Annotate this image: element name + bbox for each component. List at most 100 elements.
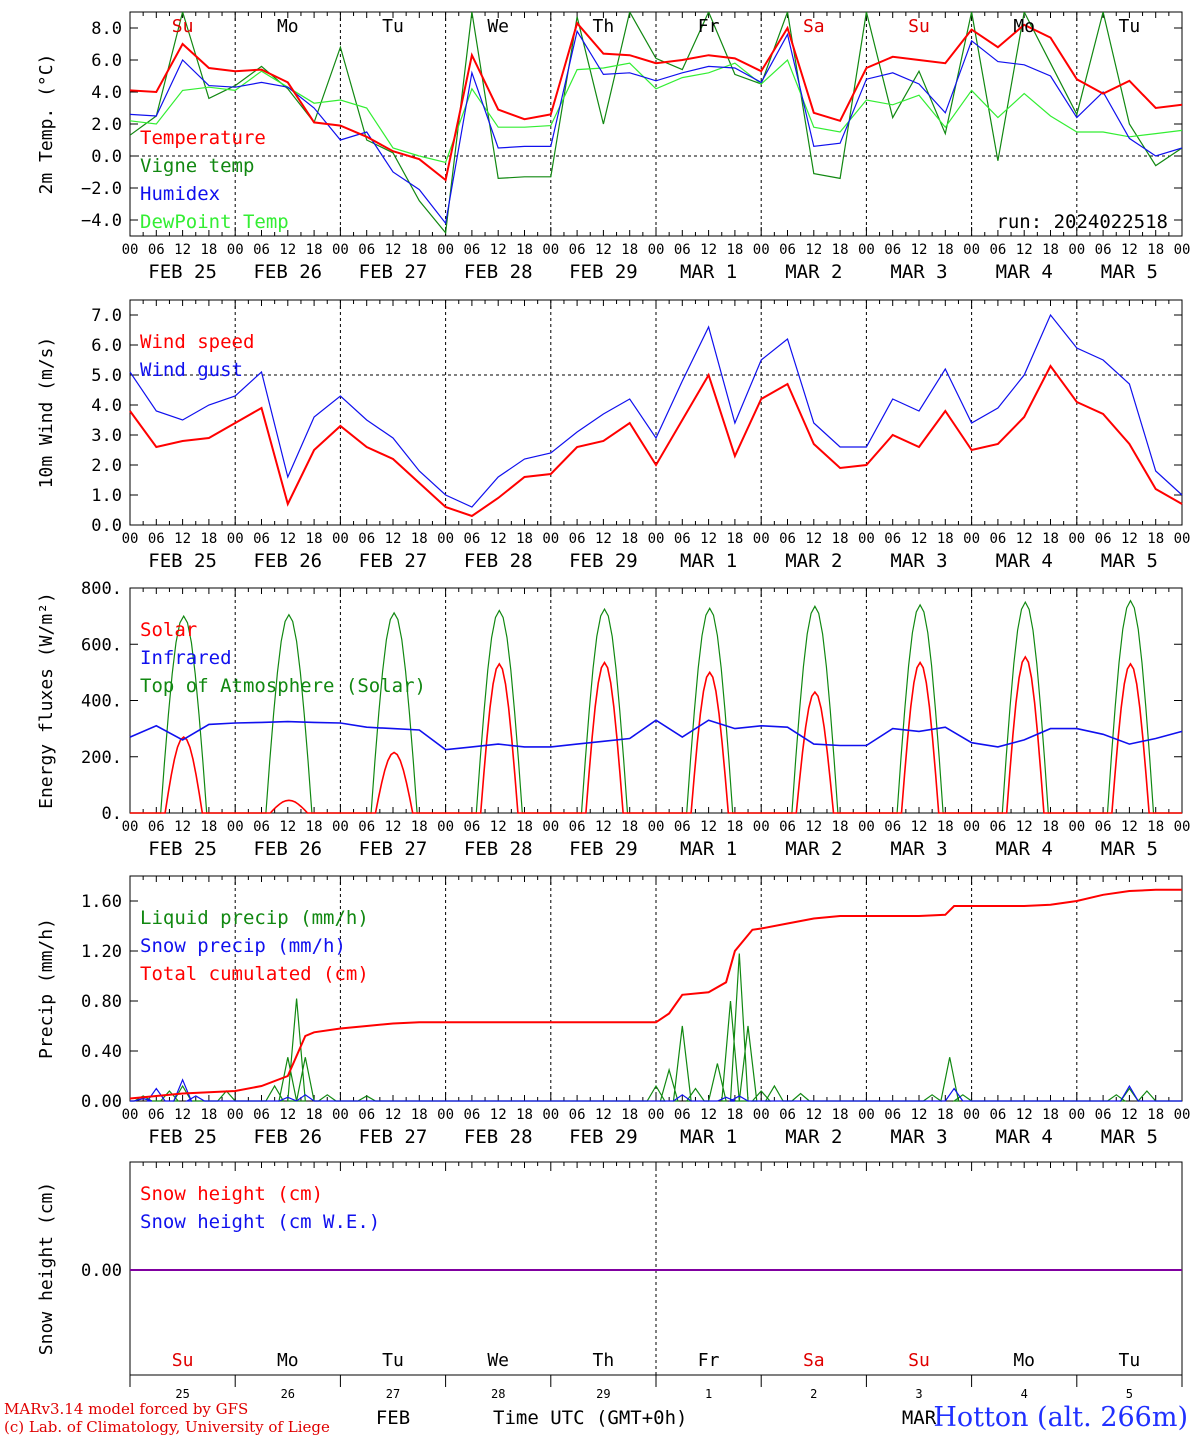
x-hour-label: 12	[490, 1107, 507, 1123]
x-hour-label: 12	[805, 531, 822, 547]
x-date-label: FEB 28	[464, 838, 533, 860]
x-hour-label: 06	[358, 819, 375, 835]
y-tick-label: 2.0	[91, 456, 122, 476]
x-hour-label: 18	[832, 531, 849, 547]
x-hour-label: 06	[148, 242, 165, 258]
x-hour-label: 12	[595, 531, 612, 547]
x-hour-label: 06	[148, 1107, 165, 1123]
y-tick-label: 800.	[81, 579, 122, 599]
panel-frame-energy	[129, 587, 1183, 814]
x-date-label: MAR 2	[785, 550, 842, 572]
x-hour-label: 00	[753, 531, 770, 547]
y-tick-label: 0.80	[81, 992, 122, 1012]
series-line-temperature	[130, 21, 1182, 182]
x-hour-label: 18	[516, 819, 533, 835]
y-tick-label: 7.0	[91, 306, 122, 326]
weekday-label: Su	[908, 16, 930, 37]
x-day-number: 5	[1126, 1387, 1133, 1401]
x-date-label: FEB 27	[359, 550, 428, 572]
x-hour-label: 12	[385, 242, 402, 258]
legend-snow-height-cm-w-e-: Snow height (cm W.E.)	[140, 1211, 380, 1233]
x-hour-label: 18	[621, 1107, 638, 1123]
x-hour-label: 06	[989, 531, 1006, 547]
x-hour-label: 12	[1016, 1107, 1033, 1123]
x-hour-label: 18	[306, 1107, 323, 1123]
y-tick-label: 4.0	[91, 83, 122, 103]
run-annotation: run: 2024022518	[996, 211, 1168, 233]
x-hour-label: 12	[490, 819, 507, 835]
y-tick-label: 0.00	[81, 1261, 122, 1281]
y-tick-label: −4.0	[81, 211, 122, 231]
x-hour-label: 06	[779, 1107, 796, 1123]
x-hour-label: 12	[805, 819, 822, 835]
x-hour-label: 12	[911, 531, 928, 547]
legend-wind-speed: Wind speed	[140, 331, 254, 353]
x-date-label: MAR 3	[890, 838, 947, 860]
x-date-label: MAR 4	[996, 550, 1053, 572]
x-date-label: FEB 25	[148, 261, 217, 283]
x-hour-label: 06	[884, 531, 901, 547]
x-date-label: FEB 29	[569, 1126, 638, 1148]
x-hour-label: 12	[174, 819, 191, 835]
x-hour-label: 00	[963, 819, 980, 835]
x-hour-label: 00	[858, 819, 875, 835]
x-hour-label: 18	[621, 819, 638, 835]
x-day-number: 25	[175, 1387, 189, 1401]
x-hour-label: 00	[753, 819, 770, 835]
series-line-liquid-precip	[130, 953, 1182, 1103]
x-hour-label: 06	[569, 242, 586, 258]
x-hour-label: 18	[516, 531, 533, 547]
x-hour-label: 00	[753, 242, 770, 258]
x-hour-label: 18	[1042, 242, 1059, 258]
x-hour-label: 06	[989, 1107, 1006, 1123]
x-hour-label: 06	[884, 819, 901, 835]
x-hour-label: 06	[989, 819, 1006, 835]
x-hour-label: 00	[648, 242, 665, 258]
x-hour-label: 06	[674, 1107, 691, 1123]
y-axis-label-temperature: 2m Temp. (°C)	[36, 54, 57, 195]
x-hour-label: 00	[542, 242, 559, 258]
weekday-label: Mo	[1013, 16, 1035, 37]
weekday-label: Su	[172, 1350, 194, 1371]
x-hour-label: 00	[122, 819, 139, 835]
x-hour-label: 18	[726, 1107, 743, 1123]
x-date-label: MAR 4	[996, 1126, 1053, 1148]
x-hour-label: 12	[1121, 819, 1138, 835]
weekday-label: Su	[908, 1350, 930, 1371]
x-hour-label: 06	[674, 819, 691, 835]
x-day-number: 3	[915, 1387, 922, 1401]
legend-humidex: Humidex	[140, 183, 220, 205]
x-hour-label: 18	[1042, 1107, 1059, 1123]
x-hour-label: 18	[937, 819, 954, 835]
x-hour-label: 06	[463, 819, 480, 835]
credits: MARv3.14 model forced by GFS (c) Lab. of…	[4, 1400, 330, 1436]
x-hour-label: 18	[937, 531, 954, 547]
x-hour-label: 06	[569, 1107, 586, 1123]
y-tick-label: 6.0	[91, 336, 122, 356]
x-hour-label: 06	[148, 531, 165, 547]
y-tick-label: 600.	[81, 635, 122, 655]
x-date-label: MAR 3	[890, 261, 947, 283]
weekday-label: Tu	[1119, 1350, 1141, 1371]
y-axis-label-wind: 10m Wind (m/s)	[36, 337, 57, 489]
x-day-number: 1	[705, 1387, 712, 1401]
x-date-label: MAR 3	[890, 1126, 947, 1148]
x-hour-label: 06	[253, 819, 270, 835]
panel-frame-wind	[129, 299, 1183, 526]
x-hour-label: 06	[253, 242, 270, 258]
y-tick-label: 1.0	[91, 486, 122, 506]
x-day-number: 29	[596, 1387, 610, 1401]
x-hour-label: 00	[1068, 531, 1085, 547]
x-date-label: MAR 5	[1101, 550, 1158, 572]
y-tick-label: 1.20	[81, 942, 122, 962]
x-hour-label: 06	[884, 242, 901, 258]
x-date-label: MAR 1	[680, 261, 737, 283]
x-hour-label: 18	[621, 242, 638, 258]
series-line-vigne-temp	[130, 12, 1182, 235]
x-date-label: MAR 5	[1101, 261, 1158, 283]
y-tick-label: 4.0	[91, 396, 122, 416]
x-hour-label: 12	[174, 1107, 191, 1123]
x-hour-label: 12	[595, 819, 612, 835]
